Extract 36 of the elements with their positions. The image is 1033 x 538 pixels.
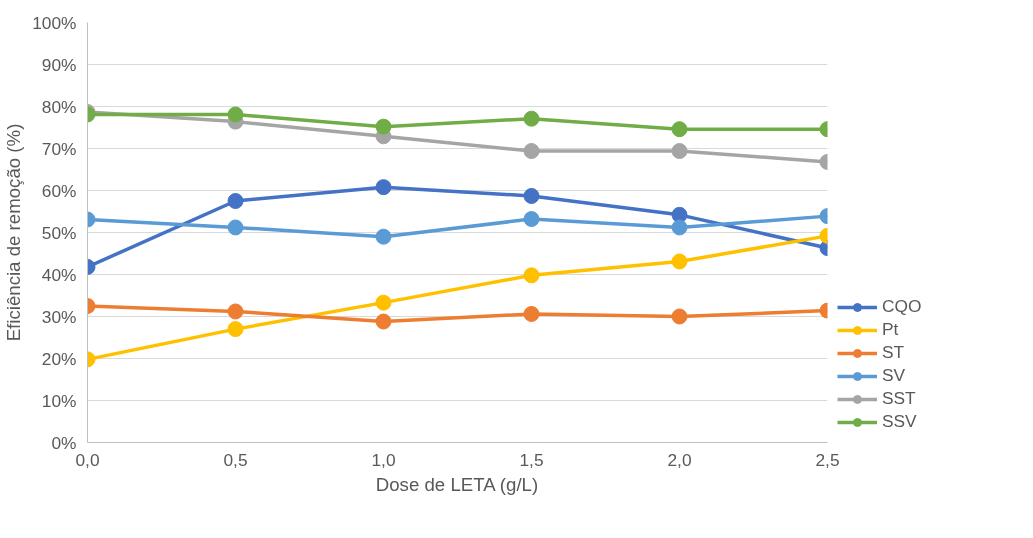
point: [375, 179, 392, 196]
y-tick-label: 90%: [41, 54, 77, 75]
y-tick-label: 50%: [41, 222, 77, 243]
y-tick-label: 40%: [41, 264, 77, 285]
legend-label: SSV: [882, 411, 917, 432]
x-tick-label: 1,0: [371, 449, 396, 470]
point: [375, 118, 392, 135]
x-tick-label: 2,0: [667, 449, 692, 470]
point: [523, 211, 540, 228]
y-tick-label: 10%: [41, 390, 77, 411]
y-tick-label: 20%: [41, 348, 77, 369]
point: [523, 110, 540, 127]
y-tick-label: 0%: [51, 432, 77, 453]
x-tick-label: 0,5: [223, 449, 248, 470]
legend-label: CQO: [882, 296, 922, 317]
x-tick-label: 2,5: [815, 449, 840, 470]
legend-label: SV: [882, 365, 906, 386]
point: [375, 228, 392, 245]
y-tick-label: 60%: [41, 180, 77, 201]
y-tick-label: 100%: [32, 12, 77, 33]
y-tick-label: 80%: [41, 96, 77, 117]
legend-label: ST: [882, 342, 905, 363]
point: [523, 305, 540, 322]
point: [375, 294, 392, 311]
x-tick-label: 0,0: [75, 449, 100, 470]
point: [523, 267, 540, 284]
x-tick-label: 1,5: [519, 449, 544, 470]
y-tick-label: 30%: [41, 306, 77, 327]
x-axis-title: Dose de LETA (g/L): [375, 473, 539, 495]
legend-label: SST: [882, 388, 916, 409]
y-axis-title: Eficiência de remoção (%): [3, 123, 25, 342]
point: [523, 143, 540, 160]
y-tick-label: 70%: [41, 138, 77, 159]
point: [523, 187, 540, 204]
legend-label: Pt: [882, 319, 900, 340]
point: [375, 313, 392, 330]
